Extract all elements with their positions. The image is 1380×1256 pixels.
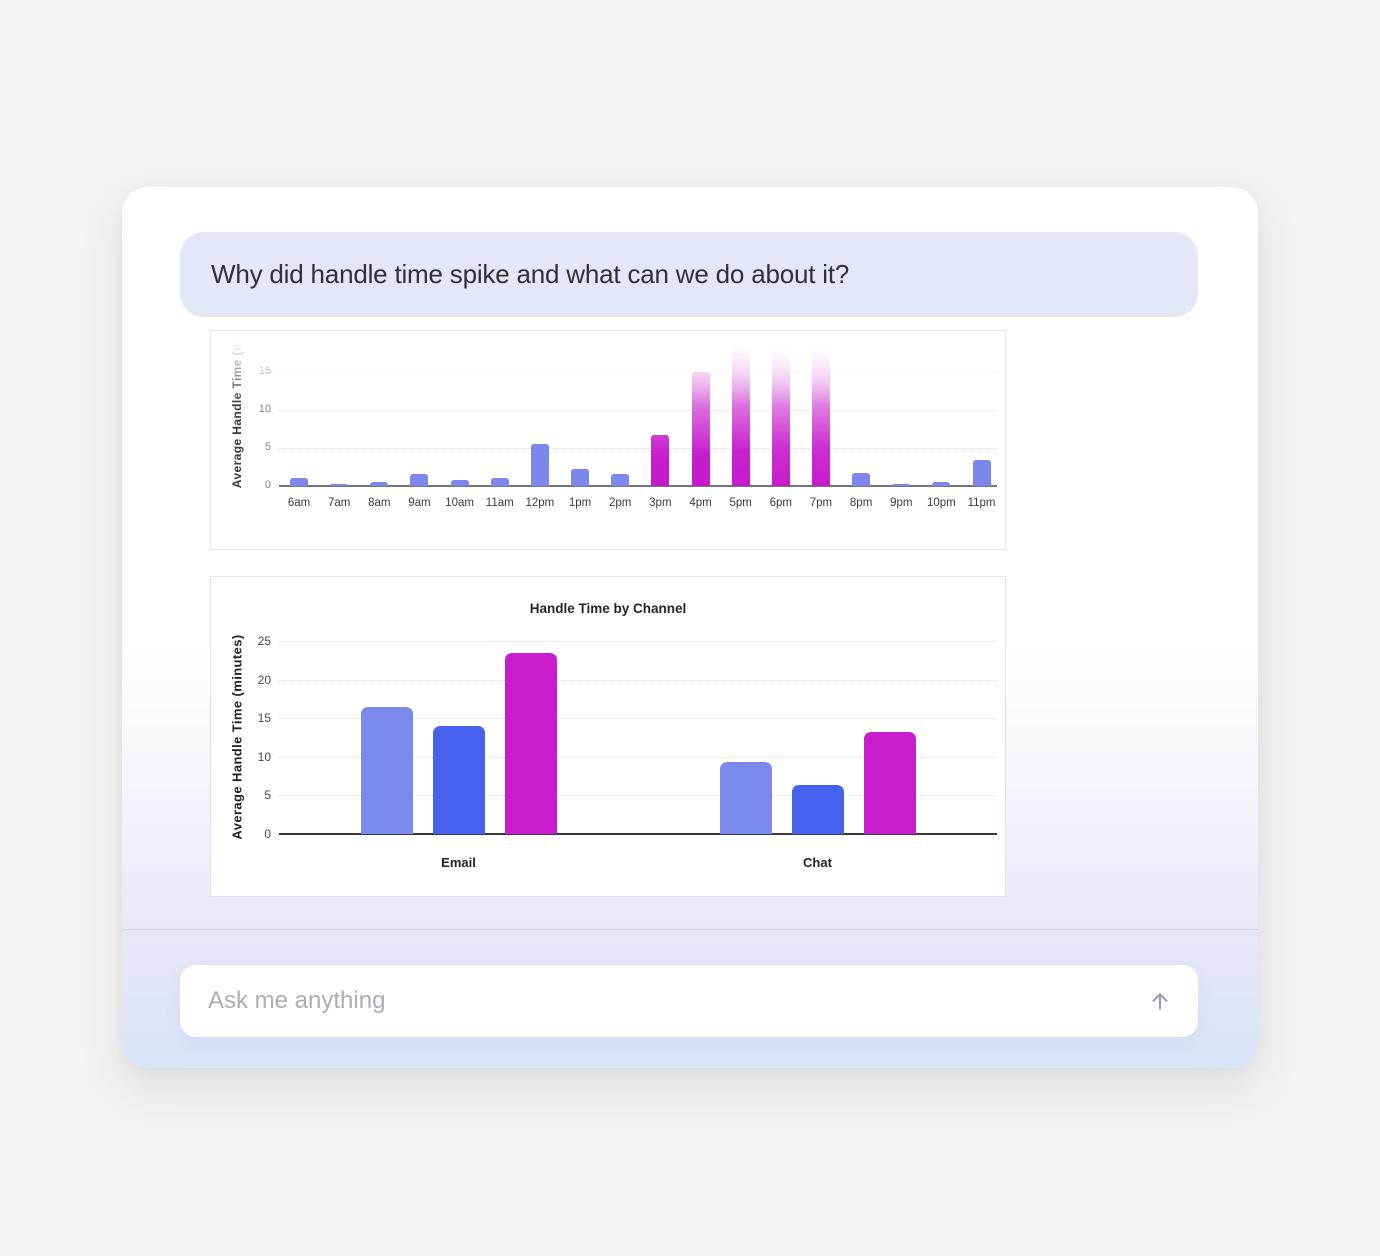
hourly-bar-8pm [852, 473, 871, 486]
hourly-bar-7pm [811, 334, 830, 486]
hourly-bar-6am [290, 478, 308, 486]
y-axis-title: Average Handle Time (minutes) [230, 330, 244, 489]
y-tick-label: 5 [264, 788, 271, 803]
gridline-5 [279, 448, 997, 449]
x-tick-label: 7pm [809, 497, 833, 509]
channel-bar-email-2 [432, 725, 485, 834]
x-tick-label: 5pm [729, 497, 752, 509]
x-tick-label: 8pm [849, 497, 873, 509]
gridline-25 [279, 641, 997, 642]
top-fade-overlay [211, 331, 1005, 405]
y-tick-label: 20 [257, 672, 271, 687]
x-tick-label: 11pm [967, 497, 996, 509]
handle-time-by-channel-chart: Handle Time by Channel 0 5 10 15 20 25 Average … [210, 576, 1006, 897]
x-tick-label: 4pm [689, 497, 712, 509]
channel-bar-chat-2 [791, 784, 844, 834]
hourly-bar-8am [370, 482, 389, 486]
chart-title: Handle Time by Channel [529, 601, 687, 616]
x-tick-label: 7am [327, 497, 351, 509]
gridline-10 [279, 756, 997, 758]
hourly-bar-11pm [972, 460, 991, 486]
y-tick-label: 15 [257, 711, 271, 726]
x-tick-label: 2pm [609, 497, 632, 509]
x-tick-label: 9am [408, 497, 431, 509]
hourly-bar-1pm [571, 469, 590, 486]
x-axis-line [279, 833, 997, 835]
user-message-bubble: Why did handle time spike and what can w… [180, 232, 1198, 317]
x-tick-label: 3pm [649, 497, 672, 509]
x-tick-label: 6pm [769, 497, 792, 509]
user-question-text: Why did handle time spike and what can w… [211, 259, 850, 289]
y-tick-label: 0 [264, 827, 271, 841]
channel-bar-chat-3 [863, 732, 916, 834]
hourly-bar-5pm [731, 346, 750, 486]
channel-bar-email-3 [504, 652, 557, 834]
chat-card: Why did handle time spike and what can w… [122, 187, 1258, 1068]
gridline-10 [279, 410, 997, 411]
hourly-bar-7am [330, 484, 349, 486]
x-axis-line [279, 485, 997, 487]
gridline-20 [279, 679, 997, 681]
composer-section [122, 929, 1258, 1068]
hourly-bar-10am [450, 479, 469, 486]
channel-bar-email-1 [360, 706, 413, 834]
x-tick-label: 9pm [890, 497, 913, 509]
ask-anything-input[interactable] [208, 987, 1138, 1015]
gridline-20 [279, 334, 997, 335]
hourly-bar-10pm [932, 482, 951, 486]
hourly-bar-3pm [651, 435, 670, 486]
y-tick-label: 10 [258, 403, 271, 415]
gridline-15 [279, 718, 997, 720]
gridline-5 [279, 795, 997, 797]
hourly-bar-2pm [611, 473, 630, 486]
channel-bar-chat-1 [719, 762, 772, 834]
hourly-handle-time-chart: 0 5 10 15 20 Average Handle Time (minutes) 6am… [210, 330, 1006, 550]
y-tick-label: 5 [264, 441, 271, 453]
y-tick-label: 25 [257, 634, 271, 648]
y-tick-label: 0 [264, 479, 271, 491]
x-tick-label: 11am [485, 497, 514, 509]
y-tick-label: 10 [257, 749, 271, 764]
send-button[interactable] [1138, 979, 1182, 1023]
hourly-bar-6pm [771, 334, 790, 486]
composer-box [180, 965, 1198, 1037]
category-label-email: Email [441, 855, 476, 870]
y-axis-title: Average Handle Time (minutes) [229, 634, 245, 840]
x-tick-label: 1pm [568, 497, 592, 509]
hourly-bar-11am [490, 478, 509, 486]
hourly-bar-9pm [892, 484, 911, 486]
hourly-bar-4pm [691, 372, 710, 486]
category-label-chat: Chat [803, 855, 832, 870]
hourly-bar-9am [410, 473, 429, 486]
hourly-bar-12pm [530, 444, 549, 486]
x-tick-label: 10am [445, 497, 474, 509]
up-arrow-icon [1152, 993, 1168, 1010]
x-tick-label: 12pm [525, 497, 555, 509]
x-tick-label: 10pm [927, 497, 956, 509]
x-tick-label: 6am [287, 497, 311, 509]
gridline-15 [279, 372, 997, 373]
x-tick-label: 8am [368, 497, 391, 509]
